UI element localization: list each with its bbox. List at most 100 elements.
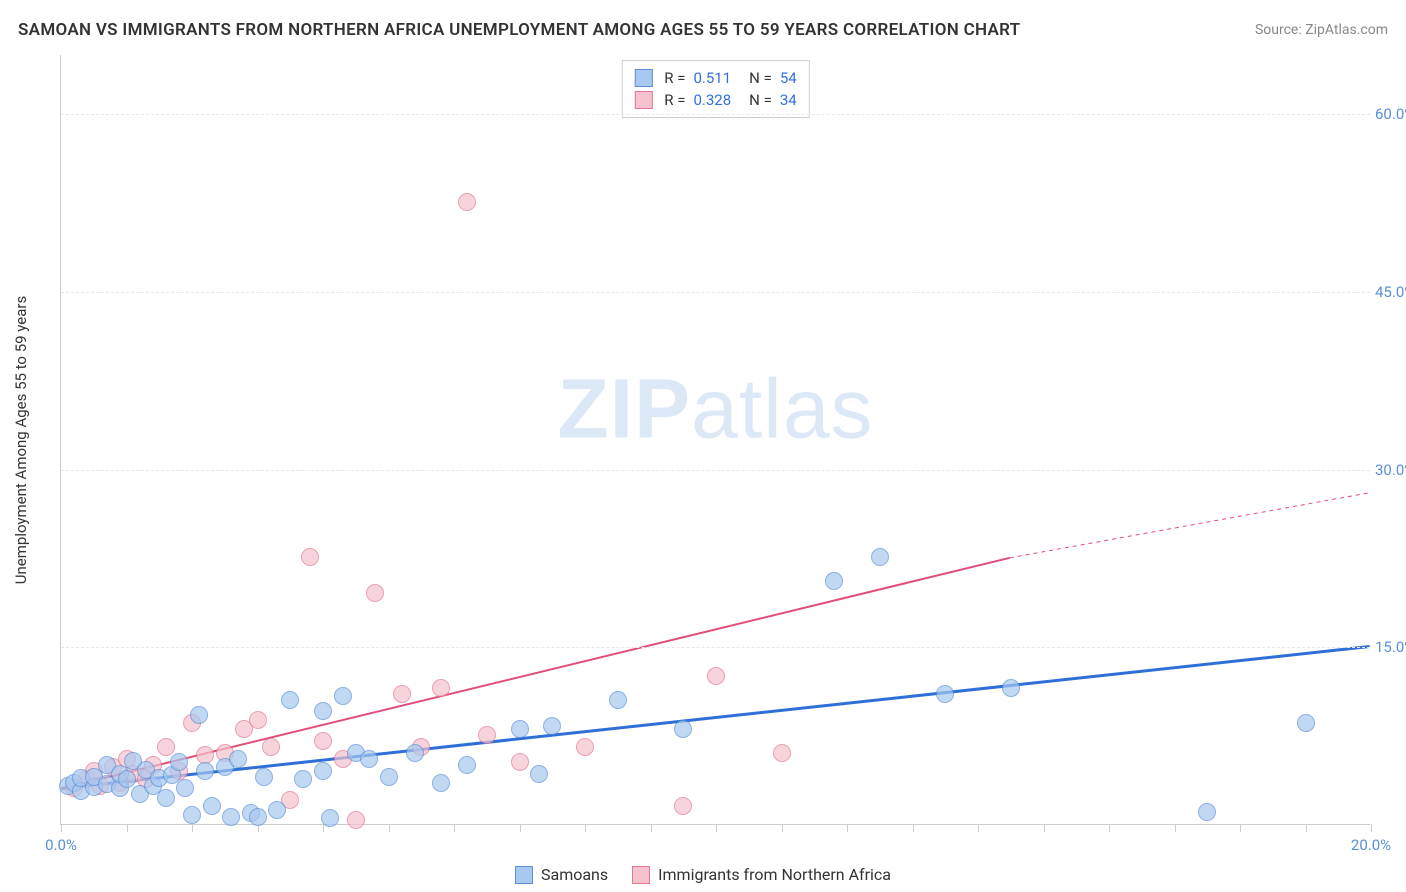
legend-correlation: R = 0.511 N = 54 R = 0.328 N = 34 bbox=[621, 60, 809, 118]
swatch-immigrants bbox=[632, 866, 650, 884]
data-point-samoans bbox=[458, 756, 476, 774]
swatch-samoans bbox=[634, 69, 652, 87]
r-value-samoans: 0.511 bbox=[693, 69, 731, 87]
data-point-immigrants bbox=[347, 811, 365, 829]
x-tick bbox=[978, 824, 979, 832]
x-tick bbox=[1240, 824, 1241, 832]
y-tick-label: 60.0% bbox=[1375, 105, 1406, 123]
data-point-samoans bbox=[222, 808, 240, 826]
data-point-samoans bbox=[314, 762, 332, 780]
data-point-immigrants bbox=[707, 667, 725, 685]
data-point-samoans bbox=[176, 779, 194, 797]
legend-item-immigrants: Immigrants from Northern Africa bbox=[632, 865, 891, 884]
data-point-samoans bbox=[321, 809, 339, 827]
x-tick bbox=[1109, 824, 1110, 832]
data-point-samoans bbox=[203, 797, 221, 815]
x-tick bbox=[127, 824, 128, 832]
y-tick-label: 45.0% bbox=[1375, 283, 1406, 301]
source-label: Source: ZipAtlas.com bbox=[1255, 22, 1388, 38]
data-point-samoans bbox=[674, 720, 692, 738]
data-point-immigrants bbox=[157, 738, 175, 756]
plot-area: Unemployment Among Ages 55 to 59 years Z… bbox=[60, 55, 1370, 825]
data-point-immigrants bbox=[432, 679, 450, 697]
data-point-immigrants bbox=[301, 548, 319, 566]
y-tick-label: 30.0% bbox=[1375, 461, 1406, 479]
x-tick bbox=[1371, 824, 1372, 832]
x-tick bbox=[913, 824, 914, 832]
n-label: N = bbox=[749, 69, 772, 87]
x-tick bbox=[1044, 824, 1045, 832]
gridline bbox=[61, 114, 1370, 115]
data-point-immigrants bbox=[393, 685, 411, 703]
data-point-samoans bbox=[1297, 714, 1315, 732]
data-point-samoans bbox=[825, 572, 843, 590]
x-tick bbox=[847, 824, 848, 832]
legend-item-samoans: Samoans bbox=[515, 865, 608, 884]
r-label: R = bbox=[664, 91, 685, 109]
data-point-samoans bbox=[190, 706, 208, 724]
data-point-immigrants bbox=[249, 711, 267, 729]
chart-title: SAMOAN VS IMMIGRANTS FROM NORTHERN AFRIC… bbox=[18, 20, 1020, 40]
r-label: R = bbox=[664, 69, 685, 87]
x-tick bbox=[1306, 824, 1307, 832]
gridline bbox=[61, 647, 1370, 648]
data-point-samoans bbox=[530, 765, 548, 783]
data-point-samoans bbox=[183, 806, 201, 824]
data-point-samoans bbox=[1198, 803, 1216, 821]
y-tick-label: 15.0% bbox=[1375, 638, 1406, 656]
data-point-immigrants bbox=[773, 744, 791, 762]
watermark: ZIPatlas bbox=[557, 360, 873, 457]
data-point-samoans bbox=[360, 750, 378, 768]
data-point-samoans bbox=[170, 753, 188, 771]
x-tick-label: 20.0% bbox=[1351, 836, 1391, 854]
data-point-immigrants bbox=[511, 753, 529, 771]
data-point-samoans bbox=[543, 717, 561, 735]
data-point-samoans bbox=[157, 789, 175, 807]
data-point-samoans bbox=[249, 808, 267, 826]
data-point-immigrants bbox=[366, 584, 384, 602]
data-point-immigrants bbox=[262, 738, 280, 756]
legend-label-samoans: Samoans bbox=[541, 865, 608, 884]
watermark-bold: ZIP bbox=[557, 361, 691, 455]
watermark-rest: atlas bbox=[691, 361, 873, 455]
data-point-samoans bbox=[609, 691, 627, 709]
x-tick bbox=[61, 824, 62, 832]
data-point-samoans bbox=[268, 801, 286, 819]
data-point-immigrants bbox=[674, 797, 692, 815]
legend-row-samoans: R = 0.511 N = 54 bbox=[634, 67, 796, 89]
x-tick bbox=[651, 824, 652, 832]
x-tick bbox=[520, 824, 521, 832]
data-point-samoans bbox=[281, 691, 299, 709]
data-point-samoans bbox=[871, 548, 889, 566]
data-point-samoans bbox=[255, 768, 273, 786]
n-value-samoans: 54 bbox=[780, 69, 797, 87]
y-axis-label: Unemployment Among Ages 55 to 59 years bbox=[12, 295, 30, 583]
x-tick bbox=[782, 824, 783, 832]
swatch-samoans bbox=[515, 866, 533, 884]
data-point-samoans bbox=[334, 687, 352, 705]
trend-lines bbox=[61, 55, 1370, 824]
data-point-samoans bbox=[406, 744, 424, 762]
x-tick bbox=[389, 824, 390, 832]
x-tick-label: 0.0% bbox=[45, 836, 77, 854]
legend-row-immigrants: R = 0.328 N = 34 bbox=[634, 89, 796, 111]
data-point-samoans bbox=[314, 702, 332, 720]
gridline bbox=[61, 292, 1370, 293]
n-value-immigrants: 34 bbox=[780, 91, 797, 109]
x-tick bbox=[192, 824, 193, 832]
x-tick bbox=[716, 824, 717, 832]
swatch-immigrants bbox=[634, 91, 652, 109]
n-label: N = bbox=[749, 91, 772, 109]
data-point-samoans bbox=[229, 750, 247, 768]
data-point-samoans bbox=[1002, 679, 1020, 697]
data-point-samoans bbox=[511, 720, 529, 738]
x-tick bbox=[454, 824, 455, 832]
gridline bbox=[61, 470, 1370, 471]
data-point-immigrants bbox=[576, 738, 594, 756]
legend-label-immigrants: Immigrants from Northern Africa bbox=[658, 865, 891, 884]
data-point-samoans bbox=[118, 770, 136, 788]
data-point-samoans bbox=[936, 685, 954, 703]
x-tick bbox=[585, 824, 586, 832]
data-point-samoans bbox=[432, 774, 450, 792]
r-value-immigrants: 0.328 bbox=[693, 91, 731, 109]
